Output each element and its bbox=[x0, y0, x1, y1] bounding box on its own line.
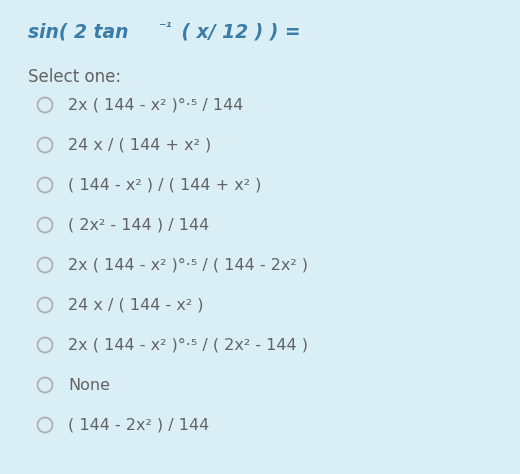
Text: Select one:: Select one: bbox=[28, 68, 121, 86]
Text: None: None bbox=[68, 377, 110, 392]
Text: 2x ( 144 - x² )°·⁵ / 144: 2x ( 144 - x² )°·⁵ / 144 bbox=[68, 98, 243, 112]
Text: sin( 2 tan: sin( 2 tan bbox=[28, 22, 128, 41]
Text: 24 x / ( 144 + x² ): 24 x / ( 144 + x² ) bbox=[68, 137, 211, 153]
Text: ( 2x² - 144 ) / 144: ( 2x² - 144 ) / 144 bbox=[68, 218, 209, 233]
Text: ( x/ 12 ) ) =: ( x/ 12 ) ) = bbox=[175, 22, 301, 41]
Text: ( 144 - 2x² ) / 144: ( 144 - 2x² ) / 144 bbox=[68, 418, 209, 432]
Text: 2x ( 144 - x² )°·⁵ / ( 144 - 2x² ): 2x ( 144 - x² )°·⁵ / ( 144 - 2x² ) bbox=[68, 257, 308, 273]
Text: 24 x / ( 144 - x² ): 24 x / ( 144 - x² ) bbox=[68, 298, 203, 312]
Text: ⁻¹: ⁻¹ bbox=[158, 21, 172, 35]
Text: 2x ( 144 - x² )°·⁵ / ( 2x² - 144 ): 2x ( 144 - x² )°·⁵ / ( 2x² - 144 ) bbox=[68, 337, 308, 353]
Text: ( 144 - x² ) / ( 144 + x² ): ( 144 - x² ) / ( 144 + x² ) bbox=[68, 177, 262, 192]
